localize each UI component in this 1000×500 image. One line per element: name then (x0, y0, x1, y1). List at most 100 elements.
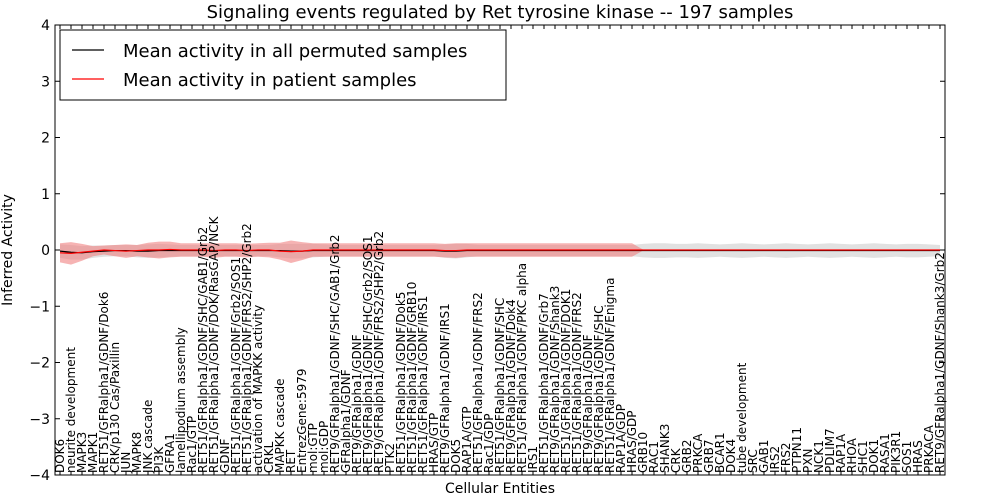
x-tick-label: RET51/GFRalpha1/GDNF/PKC alpha (515, 263, 529, 473)
band-series-1 (60, 240, 940, 265)
x-tick-label: RET9/GFRalpha1/GDNF/Dok4 (504, 299, 518, 473)
x-tick-label: mol:GDP (317, 421, 331, 473)
x-tick-label: HRAS/GDP (625, 410, 639, 473)
line-series-1 (59, 248, 940, 254)
lines-layer (59, 248, 940, 254)
x-tick-label: GFRA1 (163, 433, 177, 473)
x-tick-label: RET9/GFRalpha1/GDNF/Shank3/Grb2 (933, 252, 947, 473)
legend-box (59, 29, 507, 101)
x-tick-label: SRC (746, 449, 760, 473)
x-tick-label: RET9/GFRalpha1/GDNF/SHC (592, 305, 606, 473)
y-tick-label: 3 (41, 74, 50, 90)
x-tick-label: DOK5 (449, 439, 463, 473)
y-tick-label: 4 (41, 18, 50, 34)
x-tick-label: DOK4 (724, 439, 738, 473)
x-tick-label: RET51/GFRalpha1/GDNF/Grb7 (537, 293, 551, 473)
x-tick-label: RASA1 (878, 433, 892, 473)
y-tick-label: −4 (29, 468, 50, 484)
x-tick-label: GRB7 (702, 439, 716, 473)
x-tick-label: RET51/GFRalpha1/GDNF/FRS2 (570, 292, 584, 473)
x-tick-label: PXN (801, 449, 815, 473)
x-tick-label: BCAR1 (713, 432, 727, 473)
x-tick-label: RET9/GFRalpha1/GDNF/SHC/Grb2/SOS1 (361, 235, 375, 473)
x-tick-label: RHOA (845, 437, 859, 473)
x-tick-label: RET51/GFRalpha1/GDNF/Dok5 (394, 292, 408, 473)
x-tick-label: RET9/GFRalpha1/GDNF/IRS1 (438, 303, 452, 473)
x-tick-label: GRB2 (680, 439, 694, 473)
x-tick-label: RET51/GFRalpha1/GDNF/Grb2/SOS1 (229, 257, 243, 473)
x-tick-label: RET51/GFRalpha1/GDNF/FRS2 (471, 292, 485, 473)
x-tick-label: SHANK3 (658, 424, 672, 473)
legend: Mean activity in all permuted samples Me… (59, 29, 507, 101)
x-tick-label: RET9/GFRalpha1/GDNF (581, 334, 595, 473)
x-tick-label: RET9/GFRalpha1/GDNF/Shank3 (548, 286, 562, 473)
x-tick-label: RAP1A/GTP (460, 406, 474, 473)
y-tick-label: 2 (41, 131, 50, 147)
x-tick-label: CRK (669, 447, 683, 473)
x-tick-label: PIK3R1 (889, 431, 903, 473)
x-tick-label: JUN (119, 452, 133, 474)
x-tick-label: MAPK8 (130, 432, 144, 473)
x-tick-label: RAC1 (647, 441, 661, 473)
bands-layer (60, 240, 940, 265)
x-tick-label: GAB1 (757, 440, 771, 473)
x-tick-label: RET51/GFRalpha1/GDNF/SHC (493, 298, 507, 473)
x-tick-label: RET9/GFRalpha1/GDNF/FRS2/SHP2/Grb2 (372, 231, 386, 473)
x-tick-label: PDLIM7 (823, 428, 837, 473)
y-tick-label: 0 (41, 243, 50, 259)
x-tick-label: FRS2 (779, 443, 793, 474)
x-tick-label: CRKL (262, 441, 276, 473)
x-axis-label: Cellular Entities (445, 481, 555, 497)
y-tick-label: −1 (29, 299, 50, 315)
x-tick-label: PTK2 (383, 443, 397, 473)
x-tick-label: JNK cascade (141, 400, 155, 474)
x-tick-label: mol:GTP (306, 423, 320, 473)
x-tick-label: PRKCA (691, 433, 705, 473)
x-tick-label: GRB10 (636, 432, 650, 473)
x-tick-label: CRK/p130 Cas/Paxillin (108, 342, 122, 473)
x-tick-label: activation of MAPKK activity (251, 305, 265, 473)
x-tick-label: Rac1/GDP (482, 414, 496, 473)
legend-label-permuted: Mean activity in all permuted samples (123, 41, 467, 62)
x-tick-label: SOS1 (900, 441, 914, 473)
x-tick-label: SHC1 (856, 440, 870, 473)
x-tick-label: Rac1/GTP (185, 416, 199, 473)
x-tick-label: RET51/GFRalpha1/GDNF/Dok6 (97, 292, 111, 473)
x-tick-label: MAPKK cascade (273, 378, 287, 473)
x-tick-label: RET51/GFRalpha1/GDNF/GRB10 (405, 282, 419, 473)
x-tick-label: RET51/GFRalpha1/GDNF/Enigma (603, 278, 617, 473)
x-tick-label: NCK1 (812, 440, 826, 473)
x-tick-label: lamellipodium assembly (174, 327, 188, 473)
x-tick-label: PRKACA (922, 424, 936, 473)
x-tick-label: MAPK1 (86, 432, 100, 473)
x-tick-label: RET51/GFRalpha1/GDNF/SHC/GAB1/Grb2 (196, 227, 210, 473)
y-tick-label: 1 (41, 187, 50, 203)
x-tick-label: RET51/GFRalpha1/GDNF/DOK/RasGAP/NCK (207, 215, 221, 473)
x-tick-label: RET51/GFRalpha1/GDNF/IRS1 (416, 296, 430, 473)
x-tick-label: GFRalpha1/GDNF (339, 369, 353, 473)
x-tick-label: RET9/GFRalpha1/GDNF/SHC/GAB1/Grb2 (328, 234, 342, 473)
x-tick-label: PI3K (152, 446, 166, 473)
x-tick-label: DOK6 (53, 439, 67, 473)
y-axis: −4 −3 −2 −1 0 1 2 3 4 (29, 18, 945, 484)
x-tick-label: RET9/GFRalpha1/GDNF (350, 334, 364, 473)
x-tick-label: IRS1 (526, 446, 540, 473)
legend-label-patient: Mean activity in patient samples (123, 70, 417, 91)
x-tick-label: DOK1 (867, 439, 881, 473)
x-tick-label: GDNF (218, 438, 232, 473)
x-tick-label: RET51/GFRalpha1/GDNF/FRS2/SHP2/Grb2 (240, 223, 254, 473)
y-axis-label: Inferred Activity (0, 194, 16, 306)
x-tick-label: tube development (735, 362, 749, 473)
x-tick-label: RET51/GFRalpha1/GDNF/DOK1 (559, 289, 573, 473)
x-tick-label: RAP1A (834, 433, 848, 473)
x-tick-label: RAP1A/GDP (614, 404, 628, 473)
x-tick-label: IRS2 (768, 446, 782, 473)
y-tick-label: −3 (29, 412, 50, 428)
chart-title: Signaling events regulated by Ret tyrosi… (207, 2, 794, 23)
x-tick-label: PTPN11 (790, 427, 804, 473)
y-tick-label: −2 (29, 356, 50, 372)
x-tick-label: neurite development (64, 347, 78, 473)
x-tick-label: RET (284, 449, 298, 473)
